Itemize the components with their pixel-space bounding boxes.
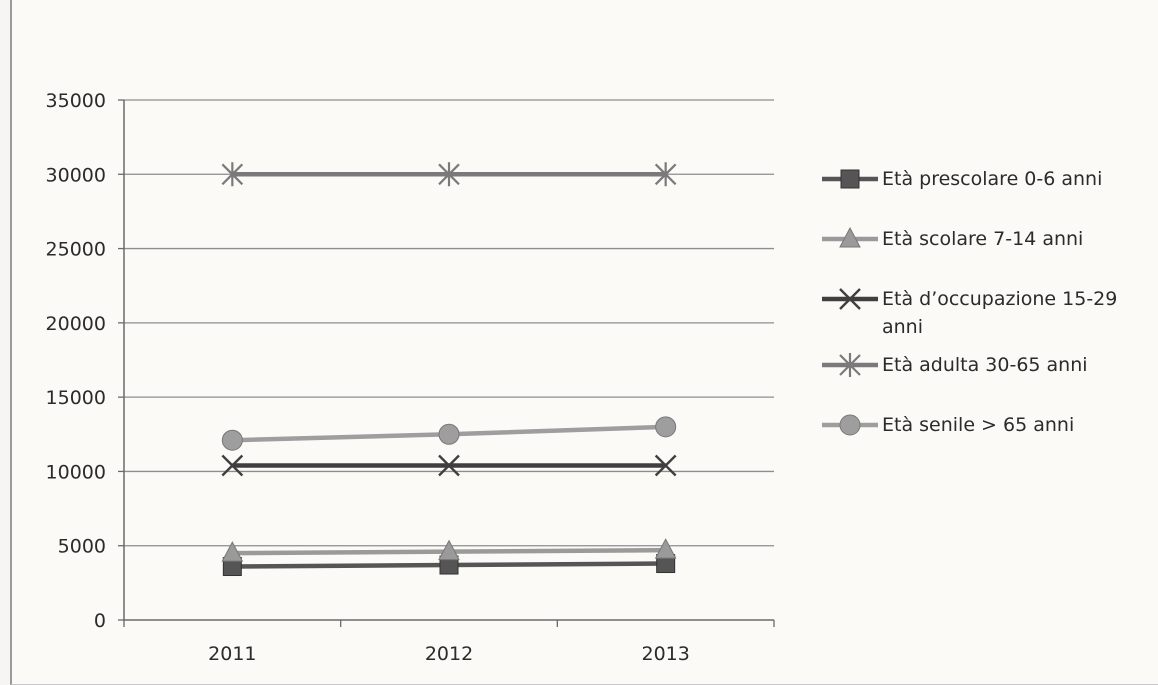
data-point-s4-2011 <box>221 429 243 451</box>
legend-swatch-adulta <box>822 353 878 377</box>
legend-marker-4 <box>839 414 861 436</box>
legend-label-occupazione: Età d’occupazione 15-29 anni <box>882 288 1118 338</box>
data-point-s1-2012 <box>438 539 460 561</box>
legend-item-senile: Età senile > 65 anni <box>820 411 1158 471</box>
data-point-s2-2012 <box>438 454 460 477</box>
line-chart: 0 5000 10000 15000 20000 25000 30000 35000 2011 2… <box>46 90 775 665</box>
x-tick-label-2013: 2013 <box>641 643 689 665</box>
legend-item-prescolare: Età prescolare 0-6 anni <box>820 165 1158 225</box>
legend-label-senile: Età senile > 65 anni <box>882 414 1075 436</box>
data-point-s1-2013 <box>654 538 677 559</box>
data-point-s2-2013 <box>654 454 677 477</box>
y-tick-label-30000: 30000 <box>46 164 106 186</box>
data-point-s2-2011 <box>221 454 244 477</box>
y-tick-label-10000: 10000 <box>46 461 106 483</box>
legend-swatch-scolare <box>822 227 878 248</box>
legend-item-occupazione: Età d’occupazione 15-29 anni <box>820 285 1158 351</box>
legend-swatch-prescolare <box>822 169 878 189</box>
legend-marker-0 <box>840 169 860 189</box>
legend-marker-2 <box>839 288 861 310</box>
data-point-s4-2012 <box>438 423 460 445</box>
data-point-s3-2013 <box>654 162 677 187</box>
legend-swatch-senile <box>822 414 878 436</box>
legend-marker-3 <box>839 353 861 377</box>
chart-frame: 0 5000 10000 15000 20000 25000 30000 35000 2011 2… <box>10 0 1158 685</box>
legend-item-adulta: Età adulta 30-65 anni <box>820 351 1158 411</box>
data-point-s1-2011 <box>221 541 244 562</box>
data-point-s3-2011 <box>221 162 244 187</box>
y-tick-label-20000: 20000 <box>46 313 106 335</box>
y-tick-label-35000: 35000 <box>46 90 106 112</box>
legend-marker-1 <box>839 227 861 248</box>
legend: Età prescolare 0-6 anni Età scolare 7-14… <box>820 165 1158 471</box>
legend-label-scolare: Età scolare 7-14 anni <box>882 228 1084 250</box>
legend-item-scolare: Età scolare 7-14 anni <box>820 225 1158 285</box>
y-tick-label-15000: 15000 <box>46 387 106 409</box>
data-point-s3-2012 <box>438 162 460 187</box>
legend-swatch-occupazione <box>822 288 878 310</box>
data-point-s4-2013 <box>655 416 677 438</box>
x-tick-label-2012: 2012 <box>425 643 473 665</box>
y-tick-label-5000: 5000 <box>58 536 106 558</box>
legend-label-prescolare: Età prescolare 0-6 anni <box>882 168 1103 190</box>
legend-label-adulta: Età adulta 30-65 anni <box>882 354 1088 376</box>
y-tick-label-25000: 25000 <box>46 239 106 261</box>
y-tick-label-0: 0 <box>94 610 106 632</box>
x-tick-label-2011: 2011 <box>208 643 256 665</box>
